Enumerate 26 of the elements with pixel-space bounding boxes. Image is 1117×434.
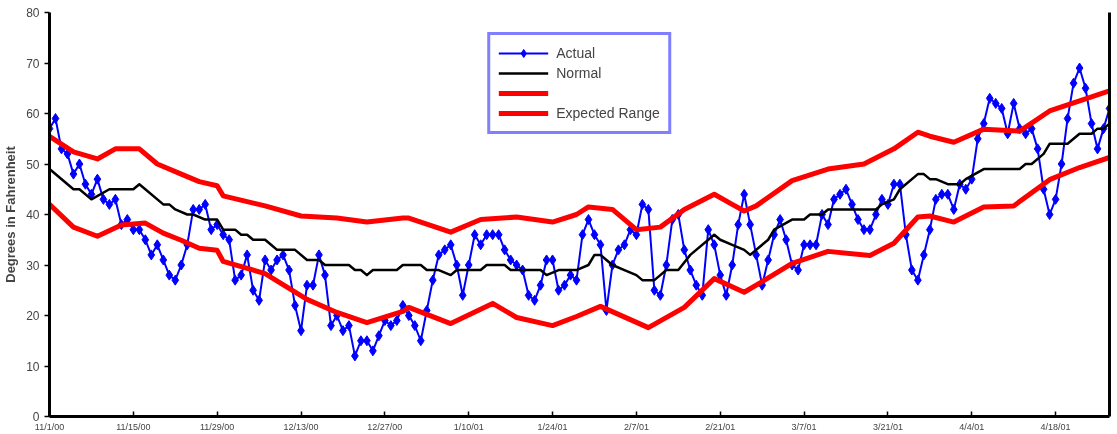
x-tick-label: 1/10/01 [453,421,484,432]
x-tick-label: 1/24/01 [537,421,568,432]
x-tick-label: 4/18/01 [1040,421,1071,432]
y-tick-label: 0 [32,410,40,424]
x-tick-label: 11/15/00 [116,421,151,432]
legend-label: Normal [556,65,602,81]
x-tick-label: 12/27/00 [367,421,403,432]
x-tick-label: 11/1/00 [34,421,65,432]
x-tick-label: 2/7/01 [623,421,649,432]
y-tick-label: 70 [26,56,40,71]
y-axis-title: Degrees in Fahrenheit [3,145,19,283]
y-tick-label: 80 [26,6,40,20]
y-tick-label: 10 [26,359,40,374]
y-tick-label: 50 [26,157,40,172]
x-tick-label: 3/7/01 [791,421,817,432]
y-tick-label: 60 [26,107,40,121]
y-tick-label: 30 [26,258,40,273]
x-tick-label: 4/4/01 [959,421,985,432]
x-tick-label: 2/21/01 [705,421,736,432]
x-tick-label: 12/13/00 [283,421,319,432]
y-tick-label: 40 [26,208,40,222]
x-tick-label: 3/21/01 [872,421,903,432]
y-tick-label: 20 [26,309,40,323]
x-tick-label: 11/29/00 [200,421,235,432]
legend-label: Expected Range [556,105,660,121]
legend-label: Actual [556,45,596,61]
